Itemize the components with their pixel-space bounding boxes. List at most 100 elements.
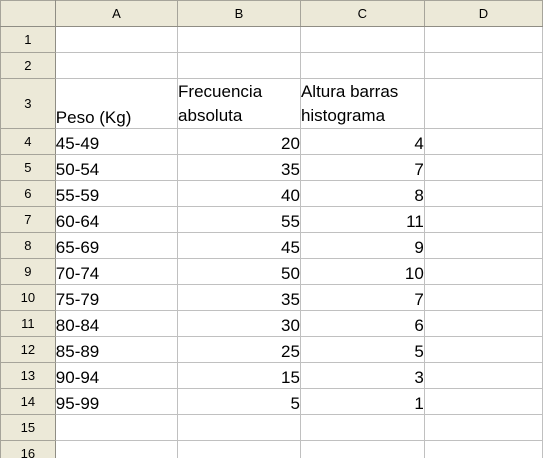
cell-peso[interactable]: 95-99 [54,388,179,415]
cell-a2[interactable] [54,52,179,79]
column-header-c[interactable]: C [299,0,425,27]
cell-a16[interactable] [54,440,179,458]
row-header[interactable]: 16 [0,440,56,458]
cell-d1[interactable] [423,26,543,53]
sheet-row: 15 [0,414,543,441]
cell-frecuencia[interactable]: 45 [177,232,301,259]
cell-d15[interactable] [423,414,543,441]
cell-d2[interactable] [423,52,543,79]
cell-peso[interactable]: 85-89 [54,336,179,363]
cell-empty[interactable] [423,128,543,155]
sheet-row: 2 [0,52,543,79]
cell-altura[interactable]: 4 [299,128,425,155]
cell-d16[interactable] [423,440,543,458]
sheet-row: 3 Peso (Kg) Frecuencia absoluta Altura b… [0,78,543,129]
cell-empty[interactable] [423,206,543,233]
cell-b2[interactable] [177,52,301,79]
row-header[interactable]: 5 [0,154,56,181]
sheet-row: 10 75-79 35 7 [0,284,543,311]
cell-frecuencia[interactable]: 20 [177,128,301,155]
cell-b15[interactable] [177,414,301,441]
cell-c1[interactable] [299,26,425,53]
row-header[interactable]: 1 [0,26,56,53]
cell-a3[interactable]: Peso (Kg) [54,78,179,129]
cell-peso[interactable]: 70-74 [54,258,179,285]
cell-altura[interactable]: 7 [299,284,425,311]
cell-peso[interactable]: 75-79 [54,284,179,311]
cell-d3[interactable] [423,78,543,129]
row-header[interactable]: 9 [0,258,56,285]
sheet-row: 6 55-59 40 8 [0,180,543,207]
row-header[interactable]: 3 [0,78,56,129]
sheet-row: 5 50-54 35 7 [0,154,543,181]
cell-c16[interactable] [299,440,425,458]
cell-frecuencia[interactable]: 40 [177,180,301,207]
cell-altura[interactable]: 9 [299,232,425,259]
cell-empty[interactable] [423,284,543,311]
cell-peso[interactable]: 50-54 [54,154,179,181]
cell-b3[interactable]: Frecuencia absoluta [177,78,301,129]
cell-frecuencia[interactable]: 50 [177,258,301,285]
cell-empty[interactable] [423,388,543,415]
row-header[interactable]: 10 [0,284,56,311]
cell-frecuencia[interactable]: 5 [177,388,301,415]
cell-altura[interactable]: 6 [299,310,425,337]
row-header[interactable]: 8 [0,232,56,259]
cell-altura[interactable]: 3 [299,362,425,389]
cell-c15[interactable] [299,414,425,441]
cell-c3[interactable]: Altura barras histograma [299,78,425,129]
cell-frecuencia[interactable]: 35 [177,154,301,181]
cell-empty[interactable] [423,180,543,207]
row-header[interactable]: 2 [0,52,56,79]
row-header[interactable]: 7 [0,206,56,233]
cell-empty[interactable] [423,258,543,285]
sheet-row: 9 70-74 50 10 [0,258,543,285]
sheet-row: 7 60-64 55 11 [0,206,543,233]
sheet-row: 4 45-49 20 4 [0,128,543,155]
cell-frecuencia[interactable]: 25 [177,336,301,363]
row-header[interactable]: 11 [0,310,56,337]
cell-peso[interactable]: 90-94 [54,362,179,389]
cell-peso[interactable]: 60-64 [54,206,179,233]
cell-peso[interactable]: 55-59 [54,180,179,207]
row-header[interactable]: 14 [0,388,56,415]
cell-a15[interactable] [54,414,179,441]
cell-b3-line1: Frecuencia [178,82,263,101]
cell-c3-line1: Altura barras [300,82,399,101]
column-header-a[interactable]: A [54,0,179,27]
sheet-row: 8 65-69 45 9 [0,232,543,259]
cell-a1[interactable] [54,26,179,53]
cell-empty[interactable] [423,336,543,363]
cell-empty[interactable] [423,232,543,259]
cell-empty[interactable] [423,310,543,337]
row-header[interactable]: 12 [0,336,56,363]
cell-altura[interactable]: 10 [299,258,425,285]
cell-frecuencia[interactable]: 35 [177,284,301,311]
cell-altura[interactable]: 11 [299,206,425,233]
row-header[interactable]: 4 [0,128,56,155]
cell-frecuencia[interactable]: 55 [177,206,301,233]
cell-peso[interactable]: 80-84 [54,310,179,337]
column-header-b[interactable]: B [177,0,301,27]
cell-frecuencia[interactable]: 15 [177,362,301,389]
cell-empty[interactable] [423,154,543,181]
cell-frecuencia[interactable]: 30 [177,310,301,337]
cell-b1[interactable] [177,26,301,53]
cell-peso[interactable]: 45-49 [54,128,179,155]
row-header[interactable]: 15 [0,414,56,441]
row-header[interactable]: 13 [0,362,56,389]
column-header-d[interactable]: D [423,0,543,27]
sheet-row: 14 95-99 5 1 [0,388,543,415]
row-header[interactable]: 6 [0,180,56,207]
cell-altura[interactable]: 7 [299,154,425,181]
cell-b16[interactable] [177,440,301,458]
cell-empty[interactable] [423,362,543,389]
select-all-corner[interactable] [0,0,56,27]
cell-altura[interactable]: 5 [299,336,425,363]
cell-peso[interactable]: 65-69 [54,232,179,259]
cell-altura[interactable]: 8 [299,180,425,207]
cell-c2[interactable] [299,52,425,79]
cell-altura[interactable]: 1 [299,388,425,415]
